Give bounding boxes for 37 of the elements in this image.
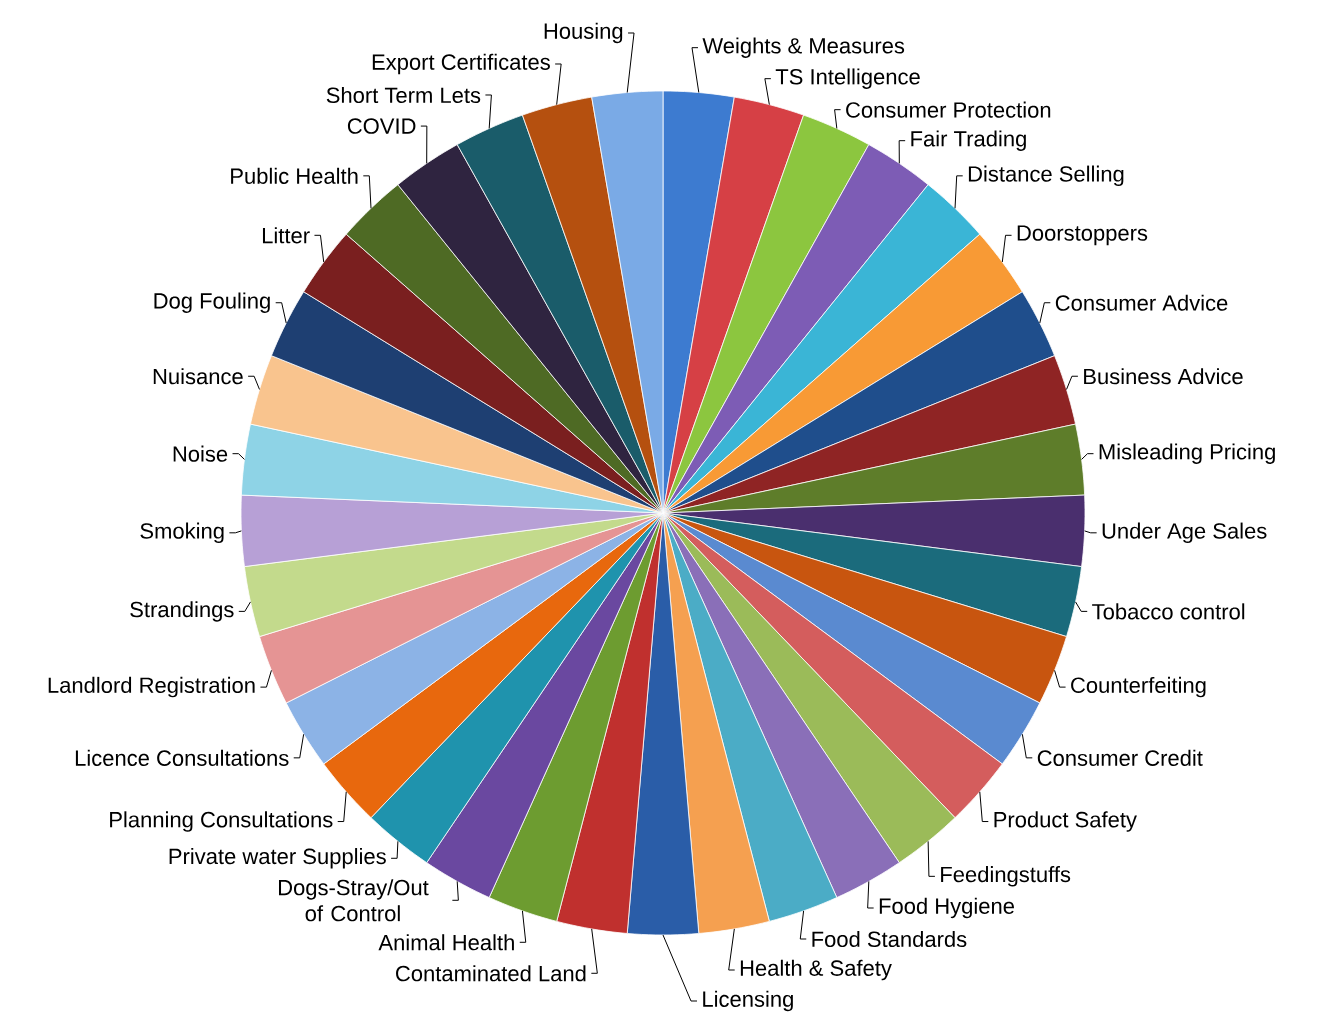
slice-label: Counterfeiting xyxy=(1071,676,1206,698)
slice-label: Food Standards xyxy=(812,930,967,948)
slice-label: Dogs-Stray/Out of Control xyxy=(278,879,429,922)
slice-label: Short Term Lets xyxy=(326,86,481,104)
slice-label: Consumer Protection xyxy=(846,101,1051,118)
slice-label: Feedingstuffs xyxy=(941,866,1071,887)
slice-label: Export Certificates xyxy=(372,53,550,75)
slice-label: Misleading Pricing xyxy=(1099,443,1275,464)
slice-label: Noise xyxy=(173,445,228,462)
slice-label: Licence Consultations xyxy=(75,749,289,766)
slice-label: Tobacco control xyxy=(1092,603,1245,620)
slice-label: Nuisance xyxy=(153,368,243,385)
slice-label: Consumer Credit xyxy=(1037,749,1203,766)
slice-label: Public Health xyxy=(231,167,358,184)
slice-label: Landlord Registration xyxy=(48,676,255,698)
slice-label: Under Age Sales xyxy=(1102,522,1267,544)
slice-label: Distance Selling xyxy=(968,165,1124,187)
slice-label: Weights & Measures xyxy=(702,37,905,58)
slice-label: COVID xyxy=(347,118,416,134)
slice-label: Private water Supplies xyxy=(169,848,386,869)
slice-label: Litter xyxy=(262,227,310,244)
slice-label: Doorstoppers xyxy=(1017,225,1148,246)
slice-label: Health & Safety xyxy=(740,959,892,981)
slice-label: Consumer Advice xyxy=(1055,294,1228,311)
slice-label: Strandings xyxy=(130,601,234,622)
slice-label: Planning Consultations xyxy=(110,811,333,832)
slice-label: Smoking xyxy=(140,522,224,544)
slice-label: Food Hygiene xyxy=(879,897,1014,919)
slice-label: Animal Health xyxy=(378,934,514,951)
slice-label: Licensing xyxy=(703,990,793,1012)
slice-label: Business Advice xyxy=(1084,368,1243,385)
slice-label: TS Intelligence xyxy=(775,68,920,89)
slice-label: Contaminated Land xyxy=(396,965,586,982)
slice-label: Product Safety xyxy=(994,811,1137,832)
slice-label: Dog Fouling xyxy=(154,292,270,313)
slice-label: Fair Trading xyxy=(911,130,1026,151)
slice-label: Housing xyxy=(544,22,623,44)
